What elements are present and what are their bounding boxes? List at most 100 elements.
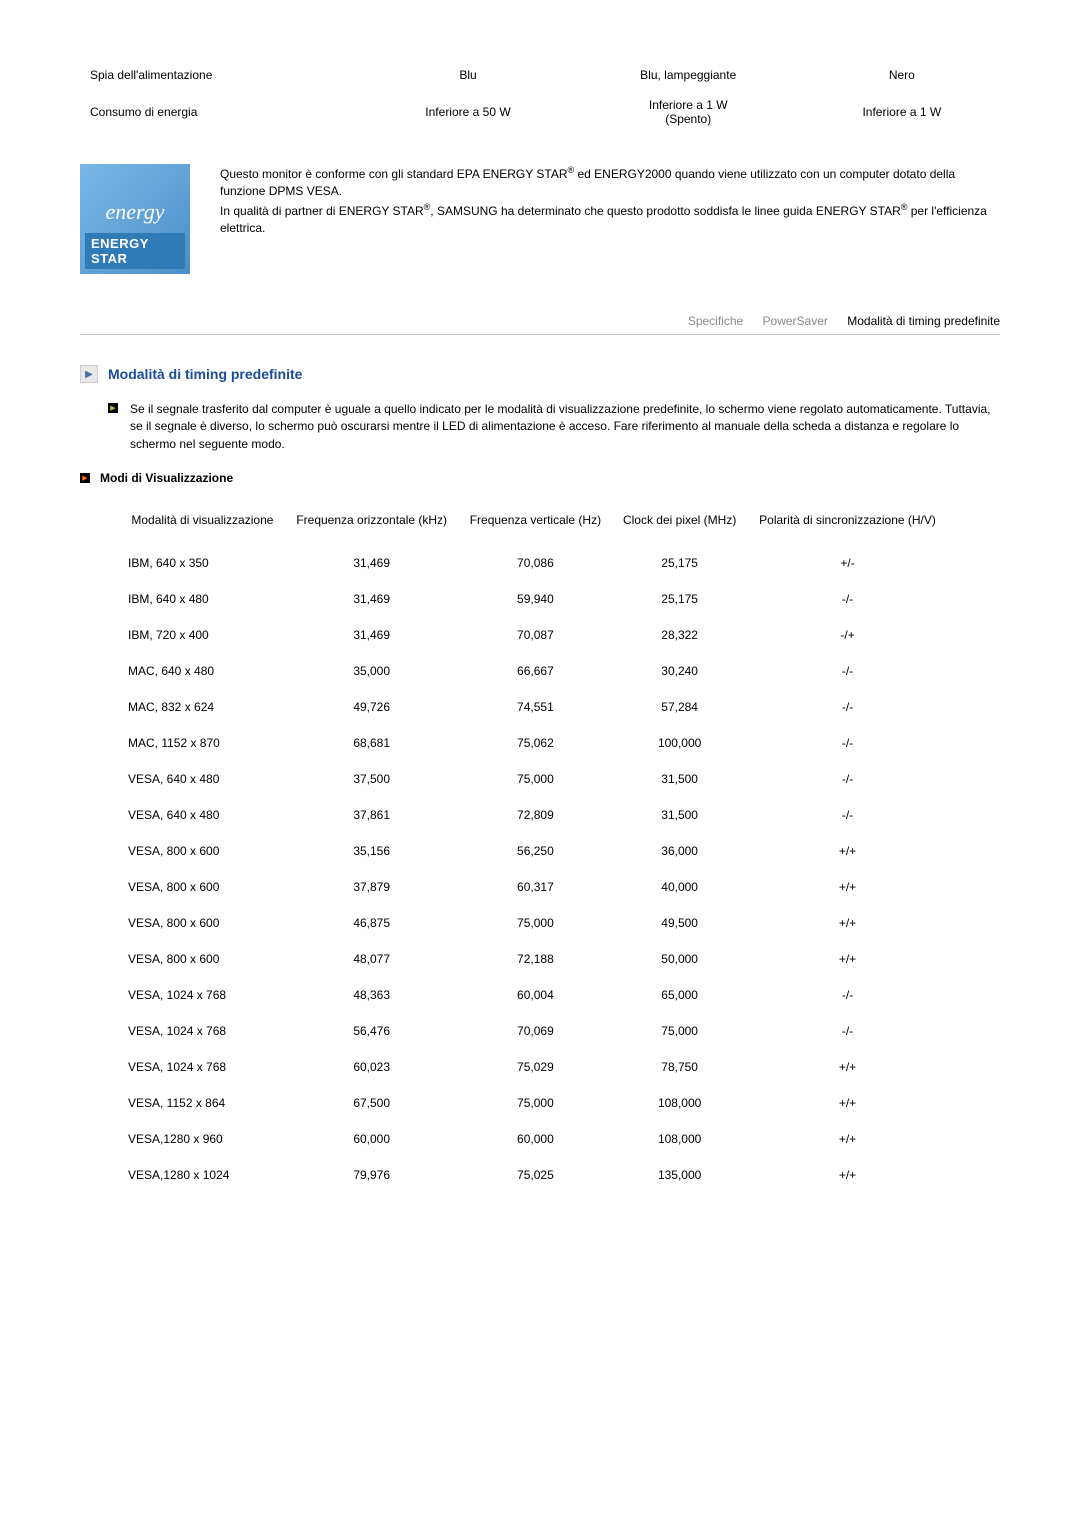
cell: +/+ bbox=[747, 869, 948, 905]
cell: +/+ bbox=[747, 1157, 948, 1193]
cell: VESA, 1024 x 768 bbox=[120, 1049, 285, 1085]
cell: 75,000 bbox=[459, 1085, 613, 1121]
cell: 57,284 bbox=[612, 689, 747, 725]
cell: IBM, 640 x 350 bbox=[120, 545, 285, 581]
cell: 46,875 bbox=[285, 905, 459, 941]
table-row: VESA, 1152 x 86467,50075,000108,000+/+ bbox=[120, 1085, 948, 1121]
cell: +/+ bbox=[747, 941, 948, 977]
cell: 40,000 bbox=[612, 869, 747, 905]
col-header: Frequenza orizzontale (kHz) bbox=[285, 503, 459, 545]
cell: 35,156 bbox=[285, 833, 459, 869]
cell: 67,500 bbox=[285, 1085, 459, 1121]
cell: -/+ bbox=[747, 617, 948, 653]
cell: +/- bbox=[747, 545, 948, 581]
cell: 25,175 bbox=[612, 545, 747, 581]
cell: IBM, 640 x 480 bbox=[120, 581, 285, 617]
col-header: Clock dei pixel (MHz) bbox=[612, 503, 747, 545]
cell: Consumo di energia bbox=[80, 90, 363, 134]
cell: 31,469 bbox=[285, 545, 459, 581]
sub-heading: ▶ Modi di Visualizzazione bbox=[80, 471, 1000, 485]
cell: 70,086 bbox=[459, 545, 613, 581]
bullet-icon: ▶ bbox=[80, 473, 90, 483]
cell: 75,000 bbox=[612, 1013, 747, 1049]
cell: 68,681 bbox=[285, 725, 459, 761]
cell: 65,000 bbox=[612, 977, 747, 1013]
display-modes-table: Modalità di visualizzazione Frequenza or… bbox=[120, 503, 948, 1193]
cell: 31,500 bbox=[612, 797, 747, 833]
table-row: VESA, 640 x 48037,50075,00031,500-/- bbox=[120, 761, 948, 797]
table-row: IBM, 720 x 40031,46970,08728,322-/+ bbox=[120, 617, 948, 653]
cell: 108,000 bbox=[612, 1121, 747, 1157]
table-row: VESA, 800 x 60046,87575,00049,500+/+ bbox=[120, 905, 948, 941]
cell: Blu bbox=[363, 60, 573, 90]
cell: Inferiore a 1 W bbox=[804, 90, 1000, 134]
cell: 48,077 bbox=[285, 941, 459, 977]
cell: 60,000 bbox=[459, 1121, 613, 1157]
energy-star-badge: energy ENERGY STAR bbox=[80, 164, 190, 274]
cell: VESA, 1152 x 864 bbox=[120, 1085, 285, 1121]
cell: 56,476 bbox=[285, 1013, 459, 1049]
table-row: IBM, 640 x 48031,46959,94025,175-/- bbox=[120, 581, 948, 617]
cell: 74,551 bbox=[459, 689, 613, 725]
cell: 60,023 bbox=[285, 1049, 459, 1085]
cell: VESA, 800 x 600 bbox=[120, 869, 285, 905]
sub-title: Modi di Visualizzazione bbox=[100, 471, 233, 485]
cell: -/- bbox=[747, 977, 948, 1013]
cell: VESA, 640 x 480 bbox=[120, 761, 285, 797]
table-row: MAC, 832 x 62449,72674,55157,284-/- bbox=[120, 689, 948, 725]
cell: Inferiore a 1 W (Spento) bbox=[573, 90, 804, 134]
cell: VESA, 800 x 600 bbox=[120, 833, 285, 869]
cell: VESA,1280 x 960 bbox=[120, 1121, 285, 1157]
cell: 72,188 bbox=[459, 941, 613, 977]
energy-star-section: energy ENERGY STAR Questo monitor è conf… bbox=[80, 164, 1000, 274]
cell: +/+ bbox=[747, 1121, 948, 1157]
cell: 36,000 bbox=[612, 833, 747, 869]
cell: +/+ bbox=[747, 1085, 948, 1121]
cell: 30,240 bbox=[612, 653, 747, 689]
cell: IBM, 720 x 400 bbox=[120, 617, 285, 653]
tab-specifiche[interactable]: Specifiche bbox=[688, 314, 743, 328]
bullet-icon: ▶ bbox=[108, 403, 118, 413]
cell: 75,000 bbox=[459, 761, 613, 797]
cell: Spia dell'alimentazione bbox=[80, 60, 363, 90]
cell: 31,500 bbox=[612, 761, 747, 797]
cell: -/- bbox=[747, 689, 948, 725]
cell: 31,469 bbox=[285, 581, 459, 617]
cell: +/+ bbox=[747, 905, 948, 941]
col-header: Polarità di sincronizzazione (H/V) bbox=[747, 503, 948, 545]
table-row: VESA, 1024 x 76856,47670,06975,000-/- bbox=[120, 1013, 948, 1049]
cell: MAC, 832 x 624 bbox=[120, 689, 285, 725]
cell: 60,317 bbox=[459, 869, 613, 905]
cell: MAC, 640 x 480 bbox=[120, 653, 285, 689]
cell: -/- bbox=[747, 1013, 948, 1049]
cell: 75,000 bbox=[459, 905, 613, 941]
energy-star-description: Questo monitor è conforme con gli standa… bbox=[220, 164, 1000, 238]
table-row: VESA, 1024 x 76860,02375,02978,750+/+ bbox=[120, 1049, 948, 1085]
cell: 108,000 bbox=[612, 1085, 747, 1121]
cell: VESA, 1024 x 768 bbox=[120, 977, 285, 1013]
table-row: MAC, 640 x 48035,00066,66730,240-/- bbox=[120, 653, 948, 689]
cell: -/- bbox=[747, 725, 948, 761]
cell: 37,861 bbox=[285, 797, 459, 833]
text: , SAMSUNG ha determinato che questo prod… bbox=[430, 204, 900, 218]
cell: 59,940 bbox=[459, 581, 613, 617]
table-row: Consumo di energia Inferiore a 50 W Infe… bbox=[80, 90, 1000, 134]
cell: 60,004 bbox=[459, 977, 613, 1013]
text: In qualità di partner di ENERGY STAR bbox=[220, 204, 424, 218]
cell: VESA, 800 x 600 bbox=[120, 941, 285, 977]
table-row: VESA, 1024 x 76848,36360,00465,000-/- bbox=[120, 977, 948, 1013]
section-title: Modalità di timing predefinite bbox=[108, 366, 302, 382]
cell: 75,025 bbox=[459, 1157, 613, 1193]
power-spec-table: Spia dell'alimentazione Blu Blu, lampegg… bbox=[80, 60, 1000, 134]
cell: +/+ bbox=[747, 1049, 948, 1085]
tab-timing-modes[interactable]: Modalità di timing predefinite bbox=[847, 314, 1000, 328]
table-row: VESA, 800 x 60037,87960,31740,000+/+ bbox=[120, 869, 948, 905]
cell: -/- bbox=[747, 761, 948, 797]
cell: +/+ bbox=[747, 833, 948, 869]
col-header: Modalità di visualizzazione bbox=[120, 503, 285, 545]
tab-powersaver[interactable]: PowerSaver bbox=[763, 314, 828, 328]
cell: 70,087 bbox=[459, 617, 613, 653]
cell: 75,062 bbox=[459, 725, 613, 761]
cell: 50,000 bbox=[612, 941, 747, 977]
col-header: Frequenza verticale (Hz) bbox=[459, 503, 613, 545]
